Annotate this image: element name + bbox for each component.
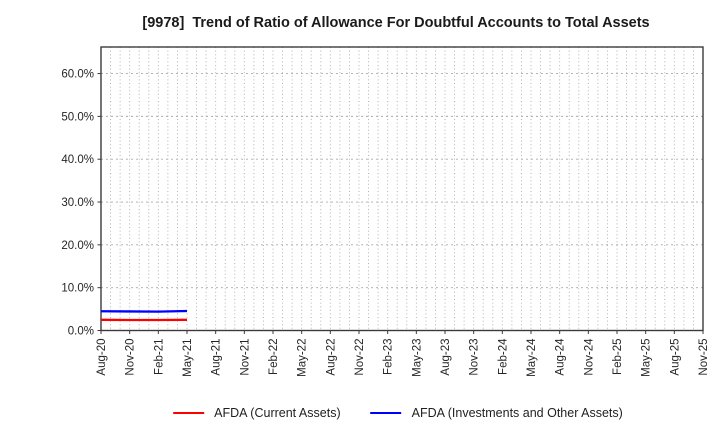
svg-text:May-23: May-23 (411, 339, 423, 377)
svg-text:Nov-25: Nov-25 (698, 339, 710, 376)
svg-text:Nov-24: Nov-24 (583, 338, 595, 376)
svg-text:Feb-24: Feb-24 (497, 338, 509, 375)
svg-text:0.0%: 0.0% (68, 326, 94, 338)
legend-item-current-assets: AFDA (Current Assets) (173, 406, 341, 420)
svg-text:May-22: May-22 (297, 339, 309, 377)
svg-text:40.0%: 40.0% (61, 154, 94, 166)
plot-area: Aug-20 Nov-20 Feb-21 May-21 Aug-21 Nov-21 Feb-… (61, 46, 710, 377)
svg-text:Nov-22: Nov-22 (354, 339, 366, 376)
svg-text:Aug-23: Aug-23 (440, 339, 452, 376)
svg-text:60.0%: 60.0% (61, 69, 94, 81)
legend-item-investments: AFDA (Investments and Other Assets) (370, 406, 623, 420)
svg-text:20.0%: 20.0% (61, 240, 94, 252)
svg-text:Nov-23: Nov-23 (469, 338, 481, 375)
svg-text:Nov-21: Nov-21 (239, 339, 251, 376)
svg-text:Feb-21: Feb-21 (153, 339, 165, 375)
svg-text:Feb-22: Feb-22 (268, 339, 280, 375)
legend-label-current-assets: AFDA (Current Assets) (214, 406, 341, 420)
legend: AFDA (Current Assets) AFDA (Investments … (173, 406, 623, 420)
svg-text:Nov-20: Nov-20 (125, 339, 137, 376)
legend-line-investments-icon (370, 412, 402, 414)
svg-text:Aug-22: Aug-22 (325, 339, 337, 376)
svg-text:May-21: May-21 (182, 339, 194, 377)
svg-text:Feb-23: Feb-23 (383, 339, 395, 375)
svg-text:May-25: May-25 (641, 339, 653, 377)
svg-text:Aug-21: Aug-21 (211, 339, 223, 376)
chart-title: [9978] Trend of Ratio of Allowance For D… (142, 15, 650, 31)
svg-text:50.0%: 50.0% (61, 111, 94, 123)
svg-text:Feb-25: Feb-25 (612, 339, 624, 375)
svg-text:Aug-25: Aug-25 (669, 339, 681, 376)
svg-text:30.0%: 30.0% (61, 197, 94, 209)
svg-text:Aug-24: Aug-24 (555, 338, 567, 376)
legend-label-investments: AFDA (Investments and Other Assets) (411, 406, 623, 420)
svg-text:Aug-20: Aug-20 (96, 339, 108, 376)
svg-text:May-24: May-24 (526, 338, 538, 377)
svg-text:10.0%: 10.0% (61, 283, 94, 295)
legend-line-current-assets-icon (173, 412, 205, 414)
